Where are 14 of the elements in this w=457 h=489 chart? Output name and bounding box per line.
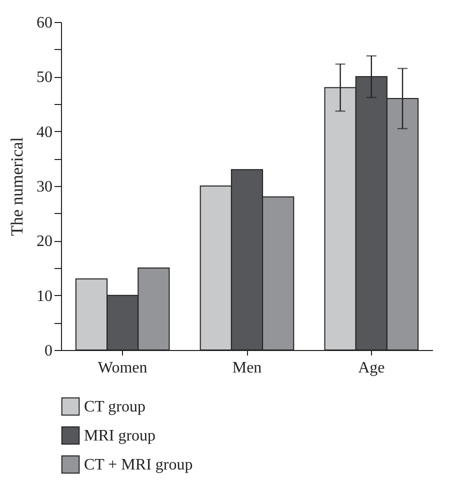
- y-tick-label: 30: [36, 178, 52, 196]
- legend-label: CT + MRI group: [84, 456, 193, 474]
- y-axis-title: The numerical: [8, 136, 26, 236]
- y-tick-label: 60: [36, 14, 52, 32]
- x-tick-label: Age: [358, 360, 385, 376]
- y-tick-label: 40: [36, 124, 52, 141]
- y-tick-label: 10: [36, 288, 52, 305]
- y-tick-label: 0: [44, 342, 52, 360]
- x-tick-label: Men: [232, 360, 262, 376]
- y-tick-label: 50: [36, 69, 52, 86]
- legend-label: MRI group: [84, 428, 156, 444]
- x-tick-label: Women: [98, 360, 148, 376]
- y-tick-label: 20: [36, 233, 52, 250]
- legend-label: CT group: [84, 398, 146, 416]
